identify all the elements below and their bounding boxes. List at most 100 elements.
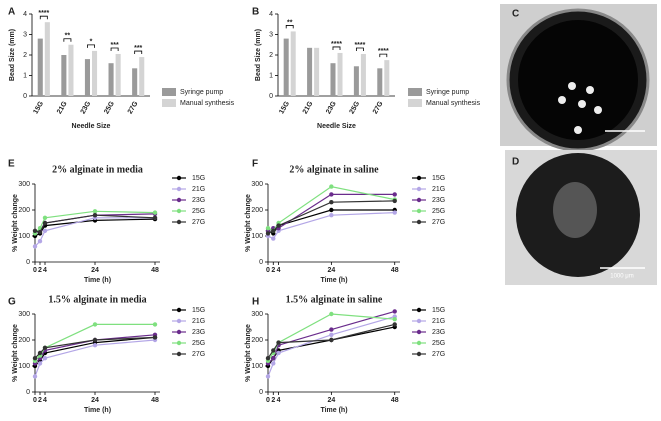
- series-line: [267, 316, 395, 377]
- legend-marker: [416, 219, 422, 225]
- chart-title: 2% alginate in saline: [289, 164, 379, 175]
- y-axis-label: % Weight change: [12, 194, 19, 252]
- legend-label: 23G: [192, 197, 205, 204]
- y-tick-label: 3: [269, 31, 273, 38]
- legend-marker: [416, 307, 422, 313]
- legend-label: 21G: [192, 186, 205, 193]
- y-tick-label: 2: [23, 52, 27, 59]
- x-tick-label: 15G: [278, 100, 291, 115]
- y-tick-label: 1: [269, 72, 273, 79]
- y-tick-label: 4: [23, 11, 27, 18]
- legend-label: 23G: [432, 329, 445, 336]
- y-tick-label: 300: [18, 181, 30, 188]
- data-point: [37, 361, 43, 366]
- x-axis-label: Time (h): [320, 277, 347, 284]
- data-point: [152, 322, 158, 327]
- data-point: [152, 335, 158, 340]
- x-tick-label: 21G: [56, 100, 69, 115]
- y-tick-label: 3: [23, 31, 27, 38]
- y-tick-label: 0: [26, 389, 30, 396]
- series-line: [267, 193, 395, 232]
- x-tick-label: 24: [327, 267, 335, 274]
- data-point: [271, 236, 276, 241]
- y-tick-label: 200: [251, 207, 263, 214]
- y-tick-label: 0: [23, 93, 27, 100]
- x-tick-label: 4: [277, 397, 281, 404]
- bar: [132, 68, 138, 96]
- legend-label: 21G: [432, 186, 445, 193]
- significance-bracket: [110, 47, 119, 51]
- legend-swatch: [408, 88, 422, 96]
- legend-marker: [176, 307, 182, 313]
- legend-label: 27G: [192, 351, 205, 358]
- panel-label: B: [252, 7, 259, 18]
- bar: [314, 47, 320, 96]
- bar: [290, 31, 296, 96]
- significance-bracket: [134, 50, 143, 55]
- x-tick-label: 27G: [372, 100, 385, 115]
- series-line: [267, 313, 395, 362]
- bar: [68, 44, 74, 96]
- y-axis-label: % Weight change: [12, 324, 19, 382]
- legend-label: 27G: [432, 219, 445, 226]
- bar: [37, 38, 43, 96]
- panel-label: F: [252, 159, 258, 170]
- y-tick-label: 1: [23, 72, 27, 79]
- chart-title: 1.5% alginate in media: [48, 294, 146, 305]
- data-point: [42, 220, 48, 226]
- x-tick-label: 0: [266, 267, 270, 274]
- y-tick-label: 0: [26, 259, 30, 266]
- data-point: [37, 229, 43, 235]
- legend-marker: [416, 318, 422, 324]
- bar: [92, 50, 98, 96]
- data-point: [329, 200, 334, 205]
- data-point: [271, 228, 276, 233]
- significance-bracket: [87, 44, 95, 48]
- data-point: [276, 223, 281, 228]
- data-point: [329, 337, 334, 343]
- legend-label: 25G: [192, 340, 205, 347]
- data-point: [392, 309, 397, 314]
- panel-label: H: [252, 297, 259, 308]
- legend-marker: [176, 186, 182, 192]
- data-point: [37, 350, 43, 356]
- x-tick-label: 48: [391, 267, 399, 274]
- x-tick-label: 25G: [103, 100, 116, 115]
- legend-marker: [416, 175, 422, 181]
- x-tick-label: 15G: [32, 100, 45, 115]
- photo-c: C: [500, 4, 657, 152]
- x-tick-label: 21G: [302, 100, 315, 115]
- legend-marker: [416, 329, 422, 335]
- data-point: [265, 374, 271, 379]
- significance-label: ****: [38, 10, 49, 17]
- legend-marker: [176, 340, 182, 346]
- panel-label: G: [8, 297, 16, 308]
- legend-label: 23G: [432, 197, 445, 204]
- y-axis-label: Bead Size (mm): [9, 29, 16, 81]
- data-point: [32, 228, 38, 233]
- chart-title: 2% alginate in media: [52, 164, 143, 175]
- y-tick-label: 0: [259, 389, 263, 396]
- bar: [353, 66, 359, 96]
- legend-label: 15G: [432, 307, 445, 314]
- y-axis-label: % Weight change: [245, 194, 252, 252]
- y-tick-label: 300: [251, 311, 263, 318]
- data-point: [42, 356, 48, 361]
- y-tick-label: 100: [18, 233, 30, 240]
- x-tick-label: 2: [271, 397, 275, 404]
- y-axis-label: % Weight change: [245, 324, 252, 382]
- x-tick-label: 0: [266, 397, 270, 404]
- x-tick-label: 48: [391, 397, 399, 404]
- legend-swatch: [162, 99, 176, 107]
- data-point: [276, 350, 281, 356]
- data-point: [329, 192, 334, 197]
- y-tick-label: 200: [18, 207, 30, 214]
- x-tick-label: 24: [91, 267, 99, 274]
- data-point: [152, 215, 158, 220]
- bar: [360, 53, 366, 96]
- data-point: [32, 244, 38, 249]
- bar: [139, 57, 145, 96]
- y-tick-label: 2: [269, 52, 273, 59]
- legend-label: 25G: [192, 208, 205, 215]
- legend-swatch: [408, 99, 422, 107]
